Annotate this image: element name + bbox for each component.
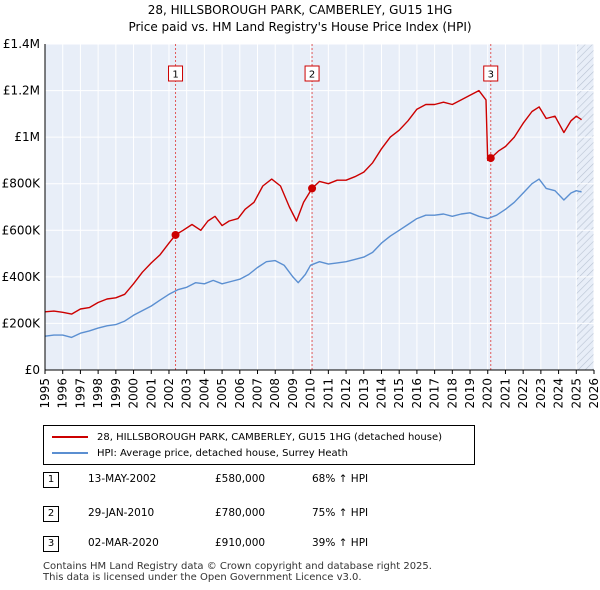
sale-marker-box	[168, 65, 184, 82]
legend-item-hpi: HPI: Average price, detached house, Surr…	[52, 446, 348, 460]
forecast-hatch-region	[576, 44, 594, 370]
footer-attribution: Contains HM Land Registry data © Crown c…	[43, 561, 432, 583]
sale-point	[171, 230, 180, 239]
x-tick-label: 1996	[56, 378, 70, 409]
sale-number-badge: 1	[43, 472, 59, 488]
x-tick-label: 2006	[233, 378, 247, 409]
y-tick-label: £1.4M	[3, 37, 40, 51]
sale-price: £580,000	[215, 473, 266, 485]
x-tick-label: 2010	[304, 378, 318, 409]
legend-swatch-hpi	[52, 452, 88, 454]
x-tick-label: 1995	[38, 378, 52, 409]
x-tick-label: 2021	[498, 378, 512, 409]
x-tick-label: 2008	[268, 378, 282, 409]
footer-line-2: This data is licensed under the Open Gov…	[43, 572, 362, 583]
x-tick-label: 2023	[534, 378, 548, 409]
x-tick-label: 2005	[215, 378, 229, 409]
sale-date: 13-MAY-2002	[88, 473, 157, 485]
x-tick-label: 2019	[463, 378, 477, 409]
x-tick-label: 2015	[392, 378, 406, 409]
x-tick-label: 2002	[162, 378, 176, 409]
x-tick-label: 2016	[410, 378, 424, 409]
x-tick-label: 2000	[127, 378, 141, 409]
x-tick-label: 2001	[144, 378, 158, 409]
x-tick-label: 2024	[552, 378, 566, 409]
sale-number-badge: 2	[43, 506, 59, 522]
x-tick-label: 2025	[569, 378, 583, 409]
table-row: 3 02-MAR-2020 £910,000 39% ↑ HPI	[43, 536, 403, 552]
sale-point	[486, 154, 495, 163]
y-tick-label: £600K	[2, 223, 42, 237]
x-tick-label: 2012	[339, 378, 353, 409]
sale-marker-label: 3	[488, 70, 494, 81]
table-row: 2 29-JAN-2010 £780,000 75% ↑ HPI	[43, 506, 403, 522]
x-tick-label: 2017	[428, 378, 442, 409]
x-tick-label: 2018	[445, 378, 459, 409]
y-tick-label: £200K	[2, 316, 42, 330]
sale-date: 02-MAR-2020	[88, 537, 159, 549]
sale-hpi-change: 39% ↑ HPI	[312, 537, 369, 549]
chart-title: 28, HILLSBOROUGH PARK, CAMBERLEY, GU15 1…	[0, 2, 600, 36]
sale-marker-box	[304, 65, 320, 82]
plot-background	[45, 44, 594, 370]
x-tick-label: 2014	[374, 378, 388, 409]
legend-label-property: 28, HILLSBOROUGH PARK, CAMBERLEY, GU15 1…	[97, 431, 443, 443]
y-tick-label: £1.2M	[3, 84, 40, 98]
x-tick-label: 1999	[109, 378, 123, 409]
x-tick-label: 2011	[321, 378, 335, 409]
table-row: 1 13-MAY-2002 £580,000 68% ↑ HPI	[43, 472, 403, 488]
y-tick-label: £400K	[2, 270, 42, 284]
price-chart: £0 £200K £400K £600K £800K £1M £1.2M £1.4M 1995 1…	[2, 37, 600, 409]
legend-item-property: 28, HILLSBOROUGH PARK, CAMBERLEY, GU15 1…	[52, 430, 442, 444]
x-tick-label: 1997	[73, 378, 87, 409]
chart-legend: 28, HILLSBOROUGH PARK, CAMBERLEY, GU15 1…	[43, 425, 475, 465]
x-tick-label: 2026	[587, 378, 600, 409]
sale-point	[308, 184, 317, 193]
x-tick-label: 2009	[286, 378, 300, 409]
x-tick-label: 2013	[357, 378, 371, 409]
sale-number-badge: 3	[43, 536, 59, 552]
y-tick-label: £800K	[2, 177, 42, 191]
title-line-1: 28, HILLSBOROUGH PARK, CAMBERLEY, GU15 1…	[147, 3, 453, 17]
hpi-series-line	[44, 178, 582, 339]
y-tick-label: £0	[25, 363, 40, 377]
legend-swatch-property	[52, 436, 88, 438]
sale-hpi-change: 68% ↑ HPI	[312, 473, 369, 485]
sale-hpi-change: 75% ↑ HPI	[312, 507, 369, 519]
sale-date: 29-JAN-2010	[88, 507, 155, 519]
legend-label-hpi: HPI: Average price, detached house, Surr…	[97, 447, 348, 459]
y-tick-label: £1M	[14, 130, 40, 144]
sale-marker-label: 2	[309, 70, 315, 81]
x-tick-label: 2007	[251, 378, 265, 409]
x-tick-label: 2022	[516, 378, 530, 409]
sale-marker-box	[483, 65, 499, 82]
title-line-2: Price paid vs. HM Land Registry's House …	[128, 20, 472, 34]
sale-marker-label: 1	[172, 70, 178, 81]
x-tick-label: 2003	[180, 378, 194, 409]
footer-line-1: Contains HM Land Registry data © Crown c…	[43, 561, 432, 572]
sale-price: £910,000	[215, 537, 266, 549]
property-series-line	[44, 89, 582, 315]
x-tick-label: 2004	[197, 378, 211, 409]
x-tick-label: 1998	[91, 378, 105, 409]
sale-price: £780,000	[215, 507, 266, 519]
x-tick-label: 2020	[481, 378, 495, 409]
